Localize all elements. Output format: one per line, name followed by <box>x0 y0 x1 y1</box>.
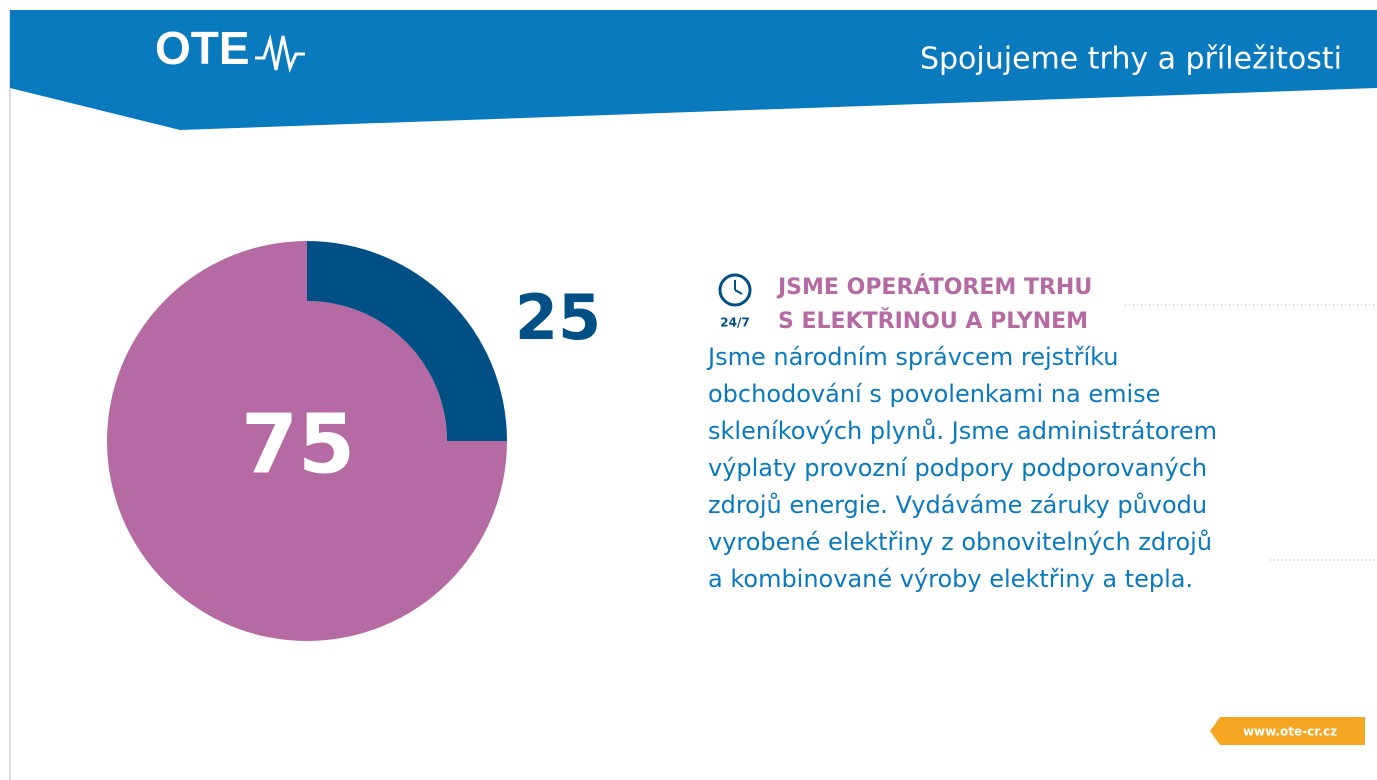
logo-wave <box>255 34 305 73</box>
body-line: Jsme národním správcem rejstříku <box>706 343 1119 371</box>
footer-url: www.ote-cr.cz <box>1243 725 1337 739</box>
pie-chart: 25 75 <box>107 241 601 641</box>
logo: OTE <box>155 22 250 74</box>
pie-slice <box>307 241 507 441</box>
header-band <box>10 10 1377 130</box>
body-line: obchodování s povolenkami na emise <box>708 380 1160 408</box>
body-line: a kombinované výroby elektřiny a tepla. <box>708 565 1193 593</box>
section-title: JSME OPERÁTOREM TRHU <box>776 274 1092 300</box>
clock-icon <box>718 273 752 307</box>
clock-hand <box>734 289 743 295</box>
body-line: vyrobené elektřiny z obnovitelných zdroj… <box>708 528 1212 556</box>
pie-slice <box>107 241 507 641</box>
body-line: výplaty provozní podpory podporovaných <box>708 454 1207 482</box>
footer-tag <box>1210 717 1365 745</box>
data-label: 25 <box>515 281 601 354</box>
body-line: skleníkových plynů. Jsme administrátorem <box>708 417 1217 445</box>
tagline: Spojujeme trhy a příležitosti <box>920 42 1342 77</box>
icon-label: 24/7 <box>720 316 749 330</box>
section-title: S ELEKTŘINOU A PLYNEM <box>778 308 1088 334</box>
data-label: 75 <box>241 397 355 492</box>
body-text: Jsme národním správcem rejstříku obchodov… <box>706 343 1217 593</box>
body-line: zdrojů energie. Vydáváme záruky původu <box>708 491 1207 519</box>
